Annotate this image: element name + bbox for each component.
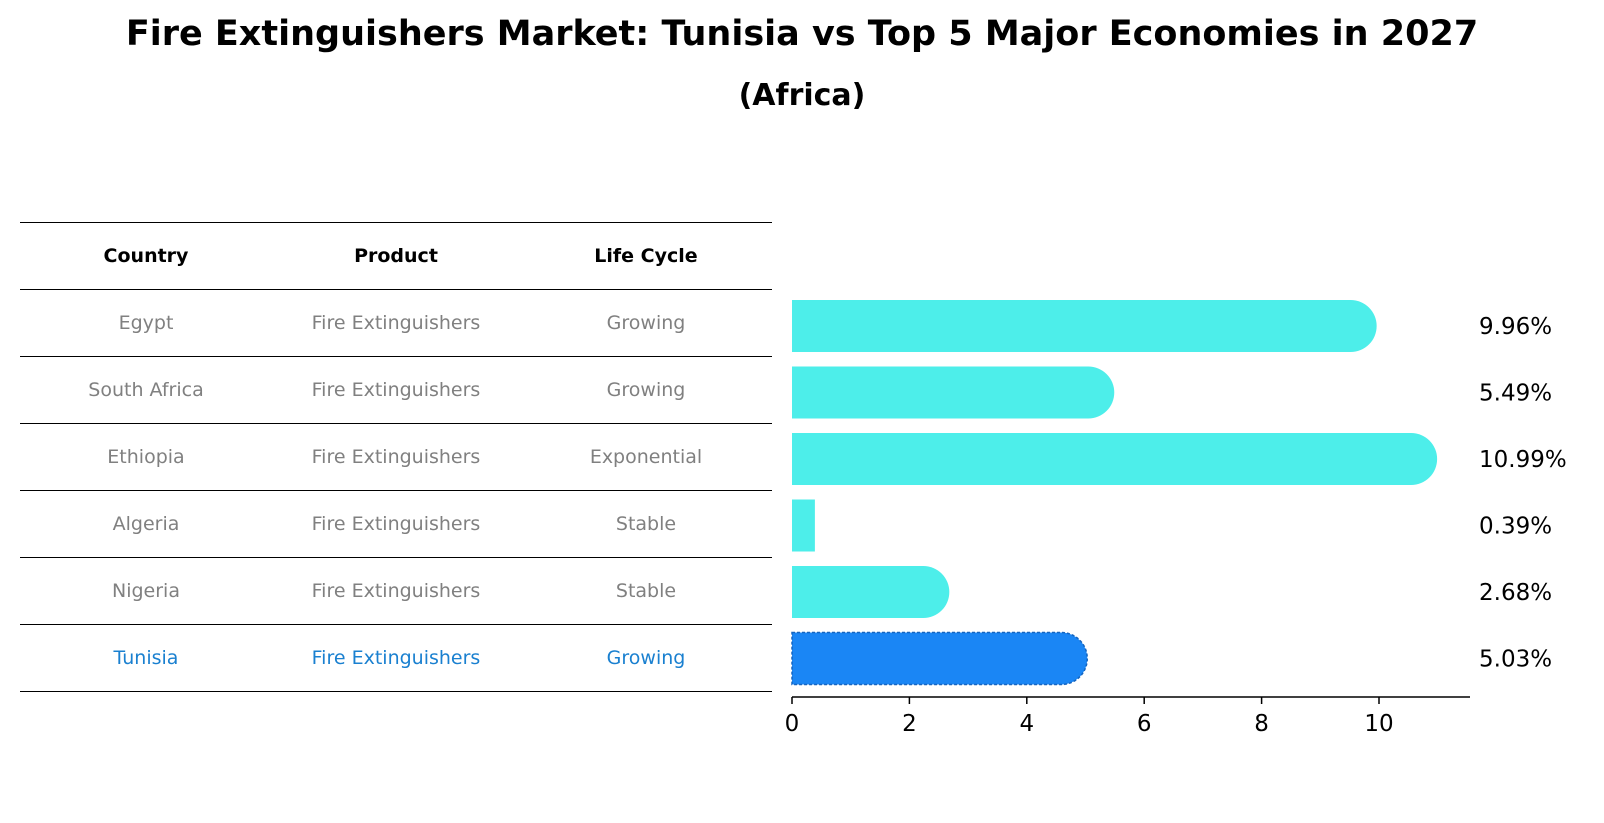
x-tick-label: 8 [1254,711,1269,737]
bar-highlighted [791,631,1089,686]
x-tick-label: 0 [785,711,800,737]
country-cell: Tunisia [113,647,179,669]
table-row: Nigeria Fire Extinguishers Stable [20,558,772,625]
table-row-highlighted: Tunisia Fire Extinguishers Growing [20,625,772,692]
bar [792,366,1115,419]
product-cell: Fire Extinguishers [311,580,481,602]
table-row: Algeria Fire Extinguishers Stable [20,491,772,558]
bar [792,300,1377,352]
header-country: Country [103,245,189,267]
chart-title: Fire Extinguishers Market: Tunisia vs To… [125,14,1479,54]
country-cell: Algeria [112,513,180,535]
life-cycle-cell: Exponential [589,446,703,468]
product-cell: Fire Extinguishers [311,647,481,669]
header-life-cycle: Life Cycle [594,245,698,267]
country-cell: Nigeria [112,580,180,602]
product-cell: Fire Extinguishers [311,513,481,535]
life-cycle-cell: Growing [606,379,686,401]
country-cell: Ethiopia [107,446,185,468]
life-cycle-cell: Growing [606,312,686,334]
country-cell: Egypt [118,312,174,334]
value-label: 5.03% [1479,647,1552,673]
x-tick-label: 4 [1019,711,1034,737]
table-row: South Africa Fire Extinguishers Growing [20,357,772,424]
product-cell: Fire Extinguishers [311,446,481,468]
bar [792,499,815,552]
table-row: Ethiopia Fire Extinguishers Exponential [20,424,772,491]
value-label: 2.68% [1479,580,1552,606]
x-tick-label: 10 [1364,711,1393,737]
bar [792,566,950,618]
header-product: Product [354,245,438,267]
product-cell: Fire Extinguishers [311,379,481,401]
value-label: 10.99% [1479,447,1567,473]
value-label: 5.49% [1479,381,1552,407]
value-label: 9.96% [1479,314,1552,340]
x-tick-label: 6 [1137,711,1152,737]
chart-subtitle: (Africa) [738,78,866,113]
country-cell: South Africa [88,379,204,401]
life-cycle-cell: Stable [615,513,677,535]
table-row: Egypt Fire Extinguishers Growing [20,290,772,357]
life-cycle-cell: Stable [615,580,677,602]
country-table: Country Product Life Cycle Egypt Fire Ex… [20,222,772,692]
product-cell: Fire Extinguishers [311,312,481,334]
life-cycle-cell: Growing [606,647,686,669]
bar [792,433,1438,485]
value-label: 0.39% [1479,514,1552,540]
table-header-row: Country Product Life Cycle [20,222,772,290]
x-tick-label: 2 [902,711,917,737]
